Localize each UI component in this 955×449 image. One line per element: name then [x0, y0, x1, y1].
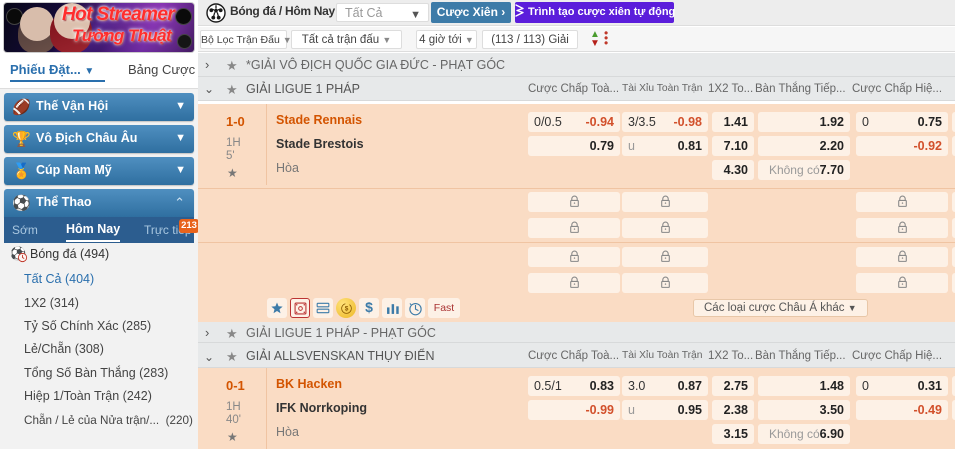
- svg-text:$: $: [344, 305, 348, 312]
